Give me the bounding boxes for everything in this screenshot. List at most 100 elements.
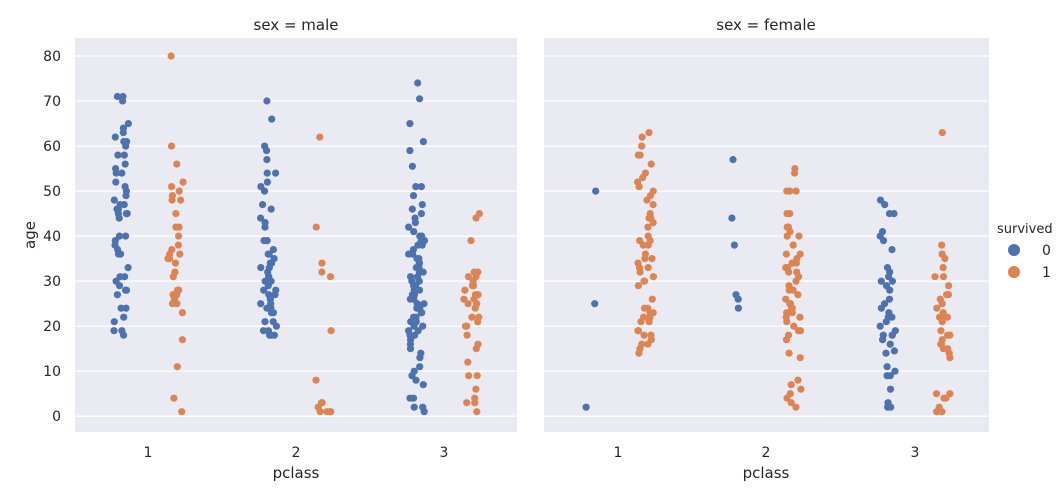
data-point <box>730 241 739 249</box>
data-point <box>263 156 271 164</box>
data-point <box>119 97 127 105</box>
data-point <box>641 255 649 263</box>
data-point <box>460 295 468 303</box>
data-point <box>464 273 472 281</box>
data-point <box>648 295 656 303</box>
data-point <box>173 160 181 168</box>
data-point <box>261 318 269 326</box>
data-point <box>647 160 655 168</box>
data-point <box>638 142 646 150</box>
data-point <box>649 273 658 281</box>
data-point <box>794 376 802 384</box>
data-point <box>788 259 796 267</box>
data-point <box>461 286 469 294</box>
data-point <box>943 313 952 321</box>
data-point <box>265 250 273 258</box>
data-point <box>169 273 177 281</box>
data-point <box>783 318 791 326</box>
data-point <box>790 322 798 330</box>
data-point <box>272 322 280 330</box>
data-point <box>634 327 642 335</box>
points-male <box>110 52 483 416</box>
legend-label-0: 0 <box>1042 243 1051 259</box>
data-point <box>886 340 894 348</box>
data-point <box>272 169 280 177</box>
data-point <box>176 250 184 258</box>
data-point <box>636 268 644 276</box>
data-point <box>876 322 884 330</box>
data-point <box>890 347 899 355</box>
data-point <box>417 183 425 191</box>
data-point <box>326 273 335 281</box>
data-point <box>792 277 800 285</box>
data-point <box>110 196 118 204</box>
data-point <box>792 403 800 411</box>
data-point <box>644 241 652 249</box>
data-point <box>122 192 130 200</box>
data-point <box>644 223 652 231</box>
data-point <box>468 313 476 321</box>
data-point <box>941 255 949 263</box>
data-point <box>890 210 898 218</box>
data-point <box>259 327 268 335</box>
data-point <box>263 178 271 186</box>
data-point <box>177 196 185 204</box>
data-point <box>260 237 268 245</box>
data-point <box>883 372 891 380</box>
data-point <box>933 304 941 312</box>
data-point <box>782 250 791 258</box>
data-point <box>122 232 130 240</box>
data-point <box>316 133 324 141</box>
data-point <box>168 183 176 191</box>
data-point <box>110 327 118 335</box>
data-point <box>327 327 335 335</box>
data-point <box>410 228 418 236</box>
y-tick-label: 30 <box>43 274 61 290</box>
data-point <box>410 403 418 411</box>
data-point <box>117 250 125 258</box>
data-point <box>408 205 416 213</box>
data-point <box>122 286 130 294</box>
legend: survived 0 1 <box>997 222 1053 281</box>
data-point <box>410 322 418 330</box>
x-tick-label: 1 <box>144 445 153 461</box>
data-point <box>634 282 643 290</box>
data-point <box>797 385 805 393</box>
data-point <box>472 345 480 353</box>
data-point <box>644 264 652 272</box>
data-point <box>122 304 130 312</box>
data-point <box>939 345 948 353</box>
x-ticks-male: 1 2 3 <box>144 445 449 461</box>
data-point <box>111 133 119 141</box>
data-point <box>120 313 128 321</box>
data-point <box>318 268 326 276</box>
data-point <box>263 169 271 177</box>
y-tick-label: 40 <box>43 229 61 245</box>
data-point <box>408 162 416 170</box>
data-point <box>734 304 743 312</box>
plot-area-female <box>544 38 989 432</box>
data-point <box>120 331 128 339</box>
data-point <box>168 300 177 308</box>
panel-title-male: sex = male <box>254 16 339 34</box>
data-point <box>882 318 890 326</box>
data-point <box>261 223 269 231</box>
x-axis-label-female: pclass <box>743 464 790 482</box>
data-point <box>463 331 471 339</box>
data-point <box>464 358 472 366</box>
data-point <box>263 97 271 105</box>
data-point <box>789 241 797 249</box>
data-point <box>417 210 425 218</box>
data-point <box>170 394 178 402</box>
data-point <box>932 390 941 398</box>
data-point <box>644 340 652 348</box>
data-point <box>121 273 129 281</box>
data-point <box>412 183 420 191</box>
data-point <box>649 201 657 209</box>
data-point <box>883 363 891 371</box>
y-tick-label: 0 <box>52 409 61 425</box>
data-point <box>257 214 265 222</box>
data-point <box>312 376 320 384</box>
data-point <box>639 241 647 249</box>
